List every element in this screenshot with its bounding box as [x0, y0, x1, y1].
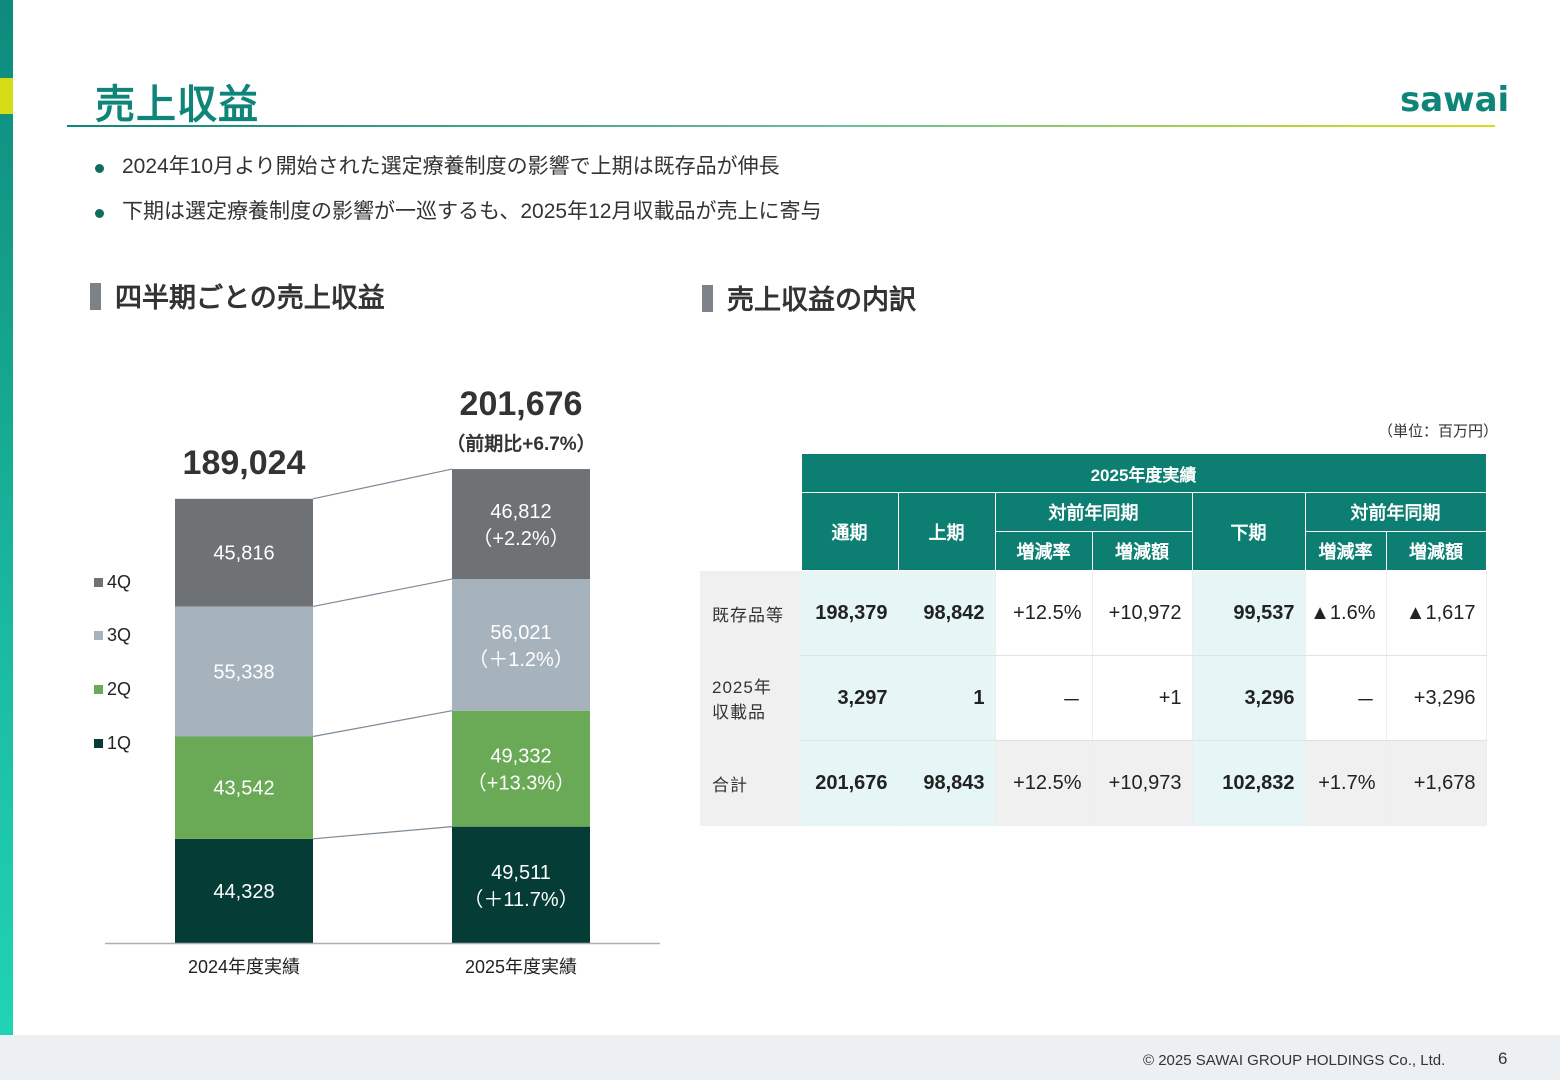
header-blank: [700, 453, 801, 493]
table-row: 既存品等 198,379 98,842 +12.5% +10,972 99,53…: [700, 570, 1487, 656]
cell-h2: 99,537: [1192, 570, 1306, 656]
cell-h1-amount: +10,972: [1092, 570, 1193, 656]
side-accent-highlight: [0, 78, 13, 114]
x-tick-label: 2024年度実績: [188, 957, 300, 977]
col-second-half: 下期: [1191, 492, 1306, 571]
cell-h1: 98,843: [898, 740, 996, 826]
cell-full: 198,379: [801, 570, 899, 656]
col-fullyear: 通期: [800, 492, 899, 571]
data-label: 46,812: [490, 501, 551, 523]
cell-full: 3,297: [801, 655, 899, 741]
bullet-item: 2024年10月より開始された選定療養制度の影響で上期は既存品が伸長: [95, 152, 821, 197]
heading-marker: [90, 283, 101, 310]
bar-segment-2q: [175, 736, 313, 839]
total-note: （前期比+6.7%）: [446, 432, 595, 455]
row-label: 2025年収載品: [700, 655, 801, 741]
bar-segment-3q: [452, 579, 590, 711]
data-sublabel: （+13.3%）: [467, 772, 575, 795]
table-row: 2025年収載品 3,297 1 － +1 3,296 － +3,296: [700, 655, 1487, 741]
cell-h2: 102,832: [1192, 740, 1306, 826]
data-label: 49,511: [491, 862, 551, 884]
row-label: 既存品等: [700, 570, 801, 656]
col-yoy-first-half: 対前年同期: [994, 492, 1193, 532]
cell-h2-amount: +1,678: [1386, 740, 1487, 826]
data-sublabel: （+2.2%）: [472, 527, 569, 550]
row-label-line: 収載品: [712, 703, 766, 722]
cell-h1-amount: +10,973: [1092, 740, 1193, 826]
sawai-logo: sawai: [1400, 80, 1510, 120]
page-number: 6: [1498, 1049, 1508, 1068]
data-label: 43,542: [213, 778, 274, 800]
bar-segment-4q: [452, 469, 590, 580]
data-label: 55,338: [213, 661, 274, 683]
unit-label: （単位：百万円）: [1378, 423, 1499, 440]
cell-h2-amount: ▲1,617: [1386, 570, 1487, 656]
x-tick-label: 2025年度実績: [465, 957, 577, 977]
header-blank: [700, 531, 801, 571]
col-rate: 増減率: [1304, 531, 1387, 571]
heading-marker: [702, 285, 713, 312]
cell-h2-rate: ▲1.6%: [1305, 570, 1387, 656]
legend-swatch: [94, 578, 103, 587]
data-sublabel: （＋1.2%）: [468, 648, 574, 671]
footer-bar: [0, 1035, 1560, 1080]
data-label: 44,328: [213, 881, 274, 903]
cell-h2: 3,296: [1192, 655, 1306, 741]
col-amount: 増減額: [1385, 531, 1487, 571]
cell-h1: 98,842: [898, 570, 996, 656]
side-accent-bar: [0, 0, 13, 1035]
col-rate: 増減率: [994, 531, 1093, 571]
data-sublabel: （＋11.7%）: [463, 888, 578, 911]
bar-segment-4q: [175, 498, 313, 607]
legend-swatch: [94, 685, 103, 694]
data-label: 45,816: [213, 543, 274, 565]
row-label: 合計: [700, 740, 801, 826]
chart-section-heading: 四半期ごとの売上収益: [90, 276, 385, 315]
cell-h1-rate: －: [995, 655, 1093, 741]
bullet-list: 2024年10月より開始された選定療養制度の影響で上期は既存品が伸長 下期は選定…: [95, 152, 821, 242]
bar-segment-2q: [452, 710, 590, 827]
connector-line: [312, 578, 453, 608]
connector-line: [312, 468, 453, 500]
cell-h1-rate: +12.5%: [995, 570, 1093, 656]
legend-label: 2Q: [107, 679, 131, 699]
legend-swatch: [94, 631, 103, 640]
data-label: 49,332: [490, 746, 551, 768]
col-amount: 増減額: [1091, 531, 1193, 571]
chart-heading-text: 四半期ごとの売上収益: [115, 283, 385, 313]
header-blank: [700, 492, 801, 532]
cell-h2-amount: +3,296: [1386, 655, 1487, 741]
legend-label: 3Q: [107, 625, 131, 645]
legend-label: 4Q: [107, 572, 131, 592]
table-heading-text: 売上収益の内訳: [727, 285, 916, 315]
revenue-breakdown-table: 2025年度実績 通期 上期 対前年同期 下期 対前年同期 増減率 増減額 増減…: [700, 453, 1487, 826]
table-section-heading: 売上収益の内訳: [702, 278, 916, 317]
copyright-text: © 2025 SAWAI GROUP HOLDINGS Co., Ltd.: [1143, 1052, 1446, 1069]
table-row-total: 合計 201,676 98,843 +12.5% +10,973 102,832…: [700, 740, 1487, 826]
legend-swatch: [94, 739, 103, 748]
legend-label: 1Q: [107, 733, 131, 753]
cell-h1-rate: +12.5%: [995, 740, 1093, 826]
bar-segment-1q: [452, 826, 590, 943]
total-label: 201,676: [460, 385, 583, 423]
year-header: 2025年度実績: [800, 453, 1487, 493]
bullet-item: 下期は選定療養制度の影響が一巡するも、2025年12月収載品が売上に寄与: [95, 197, 821, 242]
col-first-half: 上期: [897, 492, 996, 571]
connector-line: [312, 826, 453, 840]
page-title: 売上収益: [95, 83, 259, 127]
title-divider: [67, 125, 1495, 127]
quarterly-revenue-chart: 44,328 43,542 55,338 45,816 49,511 （＋11.7%） 49…: [94, 385, 660, 977]
cell-full: 201,676: [801, 740, 899, 826]
bar-segment-1q: [175, 838, 313, 943]
total-label: 189,024: [183, 444, 306, 482]
connector-line: [312, 710, 453, 738]
cell-h2-rate: +1.7%: [1305, 740, 1387, 826]
row-label-line: 2025年: [712, 678, 772, 697]
cell-h2-rate: －: [1305, 655, 1387, 741]
data-label: 56,021: [490, 622, 551, 644]
col-yoy-second-half: 対前年同期: [1304, 492, 1487, 532]
cell-h1-amount: +1: [1092, 655, 1193, 741]
bar-segment-3q: [175, 606, 313, 737]
cell-h1: 1: [898, 655, 996, 741]
